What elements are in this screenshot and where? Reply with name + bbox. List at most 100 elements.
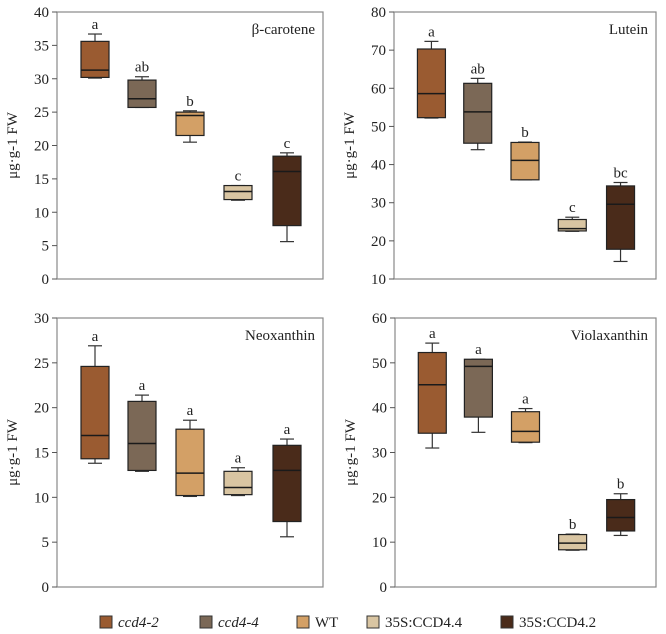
y-tick-label: 30 [34,72,49,88]
legend-item-WT: WT [296,615,338,631]
box-35S:CCD4.2: a [272,422,302,538]
significance-letter: a [92,17,99,33]
box-iqr [80,365,110,460]
y-tick-label: 5 [42,535,50,551]
y-tick-label: 40 [371,158,386,174]
box-35S:CCD4.2: bc [605,165,636,263]
legend-label: 35S:CCD4.2 [519,615,596,631]
y-axis-label: μg·g-1 FW [342,111,358,179]
significance-letter: b [569,517,577,533]
box-iqr [510,141,540,181]
y-tick-label: 0 [380,580,388,596]
y-tick-label: 20 [34,401,49,417]
box-iqr [557,533,588,551]
box-35S:CCD4.4: c [223,169,253,201]
box-iqr [175,111,205,137]
significance-letter: c [235,169,242,185]
significance-letter: b [521,125,529,141]
panel-title: Lutein [609,22,649,38]
legend-swatch [99,615,113,629]
y-tick-label: 0 [42,580,50,596]
box-iqr [510,411,541,443]
y-axis-label: μg·g-1 FW [5,418,21,486]
legend-item-35S:CCD4.4: 35S:CCD4.4 [366,615,463,631]
y-tick-label: 20 [372,490,387,506]
panel--carotene: 0 5 10 15 20 25 30 35 40 μg·g-1 FW β-carotene a ab b c… [5,5,324,288]
y-tick-label: 50 [371,119,386,135]
y-tick-label: 40 [372,401,387,417]
panel-title: Neoxanthin [245,328,315,344]
box-iqr [416,48,447,119]
significance-letter: a [187,403,194,419]
legend-swatch [500,615,514,629]
significance-letter: ab [471,61,485,77]
box-WT: b [175,94,205,143]
significance-letter: b [617,477,625,493]
box-iqr [606,498,636,532]
box-iqr [127,400,157,472]
panel-violaxanthin: 0 10 20 30 40 50 60 μg·g-1 FW Violaxanthin a a a b b [343,311,657,596]
y-tick-label: 10 [371,272,386,288]
significance-letter: a [92,329,99,345]
significance-letter: a [284,422,291,438]
legend-item-35S:CCD4.2: 35S:CCD4.2 [500,615,596,631]
y-tick-label: 35 [34,38,49,54]
box-iqr [272,155,302,227]
box-iqr [223,184,253,201]
box-ccd4-2: a [80,329,110,464]
y-tick-label: 10 [34,490,49,506]
significance-letter: a [522,392,529,408]
y-tick-label: 30 [34,311,49,327]
y-tick-label: 20 [34,139,49,155]
box-ccd4-2: a [80,17,110,79]
box-35S:CCD4.4: a [223,451,253,497]
legend-swatch [199,615,213,629]
y-tick-label: 40 [34,5,49,21]
box-ccd4-4: a [463,342,494,433]
box-WT: a [510,392,541,444]
box-ccd4-2: a [416,24,447,119]
panel-neoxanthin: 0 5 10 15 20 25 30 μg·g-1 FW Neoxanthin a a a a a [5,311,324,596]
plot-frame [393,11,657,280]
legend: ccd4-2 ccd4-4 WT 35S:CCD4.4 35S:CCD4.2 [99,615,596,631]
y-tick-label: 0 [42,272,50,288]
y-tick-label: 25 [34,105,49,121]
box-35S:CCD4.4: c [557,200,587,232]
y-tick-label: 80 [371,5,386,21]
y-axis-label: μg·g-1 FW [343,418,359,486]
legend-label: ccd4-4 [218,615,259,631]
significance-letter: a [429,326,436,342]
significance-letter: ab [135,60,149,76]
y-tick-label: 10 [372,535,387,551]
box-35S:CCD4.4: b [557,517,588,551]
legend-swatch [366,615,380,629]
box-iqr [223,470,253,496]
box-WT: a [175,403,205,498]
box-iqr [417,351,447,434]
significance-letter: a [475,342,482,358]
y-tick-label: 60 [371,81,386,97]
y-tick-label: 15 [34,446,49,462]
box-ccd4-2: a [417,326,447,449]
significance-letter: c [284,136,291,152]
y-tick-label: 15 [34,172,49,188]
box-ccd4-4: ab [127,60,157,109]
significance-letter: b [186,94,194,110]
y-tick-label: 25 [34,356,49,372]
box-iqr [463,82,493,144]
legend-label: ccd4-2 [118,615,159,631]
y-tick-label: 30 [371,196,386,212]
box-iqr [127,79,157,109]
legend-label: 35S:CCD4.4 [385,615,463,631]
legend-swatch [296,615,310,629]
significance-letter: c [569,200,576,216]
box-iqr [605,185,636,250]
box-ccd4-4: ab [463,61,493,151]
box-iqr [557,218,587,232]
box-iqr [463,358,494,418]
box-iqr [175,428,205,497]
panel-title: β-carotene [252,22,316,38]
legend-item-ccd4-4: ccd4-4 [199,615,259,631]
panel-title: Violaxanthin [571,328,649,344]
